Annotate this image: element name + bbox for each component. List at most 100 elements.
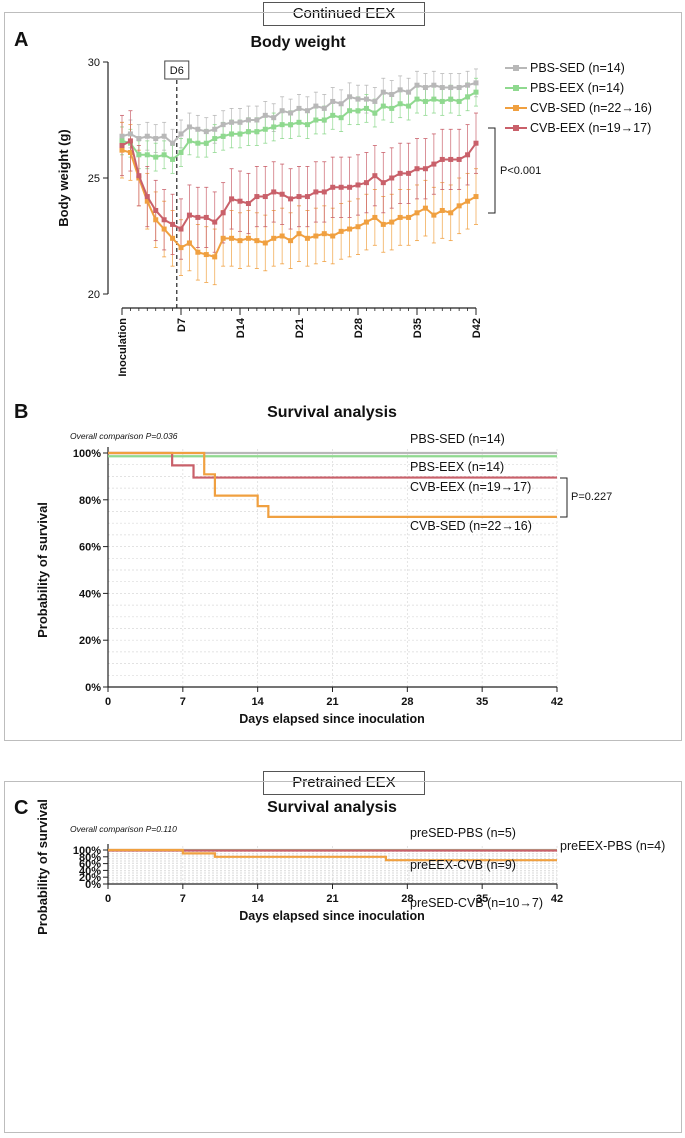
panel-a-point	[271, 189, 277, 195]
panel-a-point	[288, 238, 294, 244]
panel-a-point	[170, 156, 176, 162]
series-label: CVB-SED (n=22→16)	[410, 519, 532, 533]
series-label: preEEX-CVB (n=9)	[410, 858, 516, 872]
panel-a-xtick-label: D7	[176, 318, 188, 332]
panel-a-point	[245, 129, 251, 135]
panel-a-legend-marker	[513, 85, 519, 91]
continued-eex-header: Continued EEX	[263, 2, 425, 26]
panel-a-point	[414, 210, 420, 216]
panel-a-point	[170, 221, 176, 227]
panel-b-pvalue: P=0.227	[571, 491, 612, 503]
panel-a-point	[321, 117, 327, 123]
panel-a-point	[144, 198, 150, 204]
ytick-label: 20%	[79, 872, 101, 884]
panel-a-point	[220, 210, 226, 216]
panel-a-point	[288, 110, 294, 116]
series-label: CVB-EEX (n=19→17)	[410, 480, 531, 494]
panel-a-point	[279, 191, 285, 197]
panel-a-point	[220, 133, 226, 139]
xtick-label: 28	[401, 696, 413, 708]
panel-a-point	[144, 152, 150, 158]
panel-a-point	[136, 136, 142, 142]
panel-a-point	[431, 82, 437, 88]
panel-a-point	[178, 245, 184, 251]
panel-a-point	[161, 217, 167, 223]
panel-a-point	[271, 115, 277, 121]
panel-a-point	[439, 156, 445, 162]
panel-a-point	[313, 117, 319, 123]
panel-c-frame	[4, 781, 682, 1133]
panel-a-point	[271, 124, 277, 130]
panel-a-point	[254, 194, 260, 200]
panel-a-point	[372, 98, 378, 104]
panel-a-point	[456, 203, 462, 209]
panel-a-point	[127, 149, 133, 155]
panel-a-point	[203, 252, 209, 258]
panel-a-point	[144, 133, 150, 139]
panel-a-point	[186, 138, 192, 144]
panel-a-point	[203, 214, 209, 220]
panel-a-legend-marker	[513, 125, 519, 131]
panel-a-point	[279, 108, 285, 114]
panel-a-point	[229, 131, 235, 137]
panel-a-point	[406, 89, 412, 95]
panel-a-point	[338, 184, 344, 190]
panel-a-point	[355, 224, 361, 230]
xtick-label: 21	[326, 696, 338, 708]
panel-a-point	[296, 231, 302, 237]
panel-a-point	[212, 126, 218, 132]
ytick-label: 80%	[79, 852, 101, 864]
panel-a-xtick-label: D42	[471, 318, 483, 338]
panel-a-point	[422, 98, 428, 104]
series-label: PBS-SED (n=14)	[410, 432, 505, 446]
panel-a-point	[338, 101, 344, 107]
panel-a-point	[414, 96, 420, 102]
panel-a-point	[397, 101, 403, 107]
panel-a-point	[229, 235, 235, 241]
panel-a-point	[254, 117, 260, 123]
panel-a-point	[304, 194, 310, 200]
panel-a-point	[330, 112, 336, 118]
panel-a-point	[355, 96, 361, 102]
panel-a-point	[372, 173, 378, 179]
panel-a-point	[380, 89, 386, 95]
panel-a-legend-marker	[513, 65, 519, 71]
panel-a-point	[153, 136, 159, 142]
panel-a-point	[347, 108, 353, 114]
series-label: preEEX-PBS (n=4)	[560, 839, 665, 853]
panel-a-point	[414, 166, 420, 172]
ytick-label: 80%	[79, 495, 101, 507]
panel-a-point	[186, 240, 192, 246]
panel-a-point	[186, 124, 192, 130]
panel-a-point	[363, 180, 369, 186]
panel-a-point	[178, 131, 184, 137]
xtick-label: 35	[476, 893, 488, 905]
panel-a-point	[355, 108, 361, 114]
panel-a-point	[448, 96, 454, 102]
panel-a-point	[254, 129, 260, 135]
panel-a-point	[347, 226, 353, 232]
panel-a-point	[220, 122, 226, 128]
panel-a-point	[406, 170, 412, 176]
panel-a-ytick-label: 25	[88, 173, 100, 185]
panel-a-point	[313, 189, 319, 195]
panel-a-point	[304, 108, 310, 114]
panel-a-point	[330, 233, 336, 239]
panel-ab-frame	[4, 12, 682, 741]
panel-a-point	[372, 214, 378, 220]
panel-a-xtick-label: D21	[294, 318, 306, 338]
panel-a-legend-label: CVB-EEX (n=19→17)	[530, 121, 651, 135]
panel-a-point	[330, 184, 336, 190]
panel-a-point	[422, 205, 428, 211]
panel-a-legend-label: PBS-SED (n=14)	[530, 61, 625, 75]
panel-a-point	[195, 126, 201, 132]
panel-a-d6-label: D6	[170, 65, 184, 77]
panel-a-point	[262, 112, 268, 118]
panel-a-point	[237, 198, 243, 204]
panel-a-point	[439, 85, 445, 91]
panel-a-point	[321, 189, 327, 195]
panel-a-point	[212, 219, 218, 225]
panel-a-point	[212, 136, 218, 142]
ytick-label: 20%	[79, 635, 101, 647]
